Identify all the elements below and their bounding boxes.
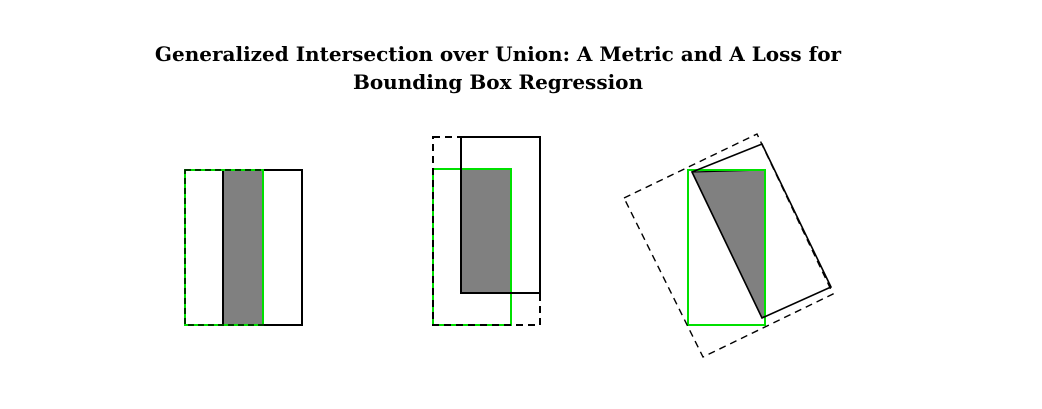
predicted-box xyxy=(690,142,833,320)
intersection-area xyxy=(691,169,766,319)
diagram-axis-aligned-offset xyxy=(432,136,541,326)
enclosing-box xyxy=(184,169,303,326)
ground-truth-box xyxy=(687,169,766,326)
paper-title: Generalized Intersection over Union: A M… xyxy=(154,42,842,94)
enclosing-box xyxy=(623,133,834,358)
intersection-area xyxy=(223,170,263,325)
diagram-axis-aligned-same-height xyxy=(184,169,303,326)
enclosing-box xyxy=(432,136,541,326)
intersection-area xyxy=(461,169,511,293)
diagram-rotated xyxy=(623,133,834,358)
